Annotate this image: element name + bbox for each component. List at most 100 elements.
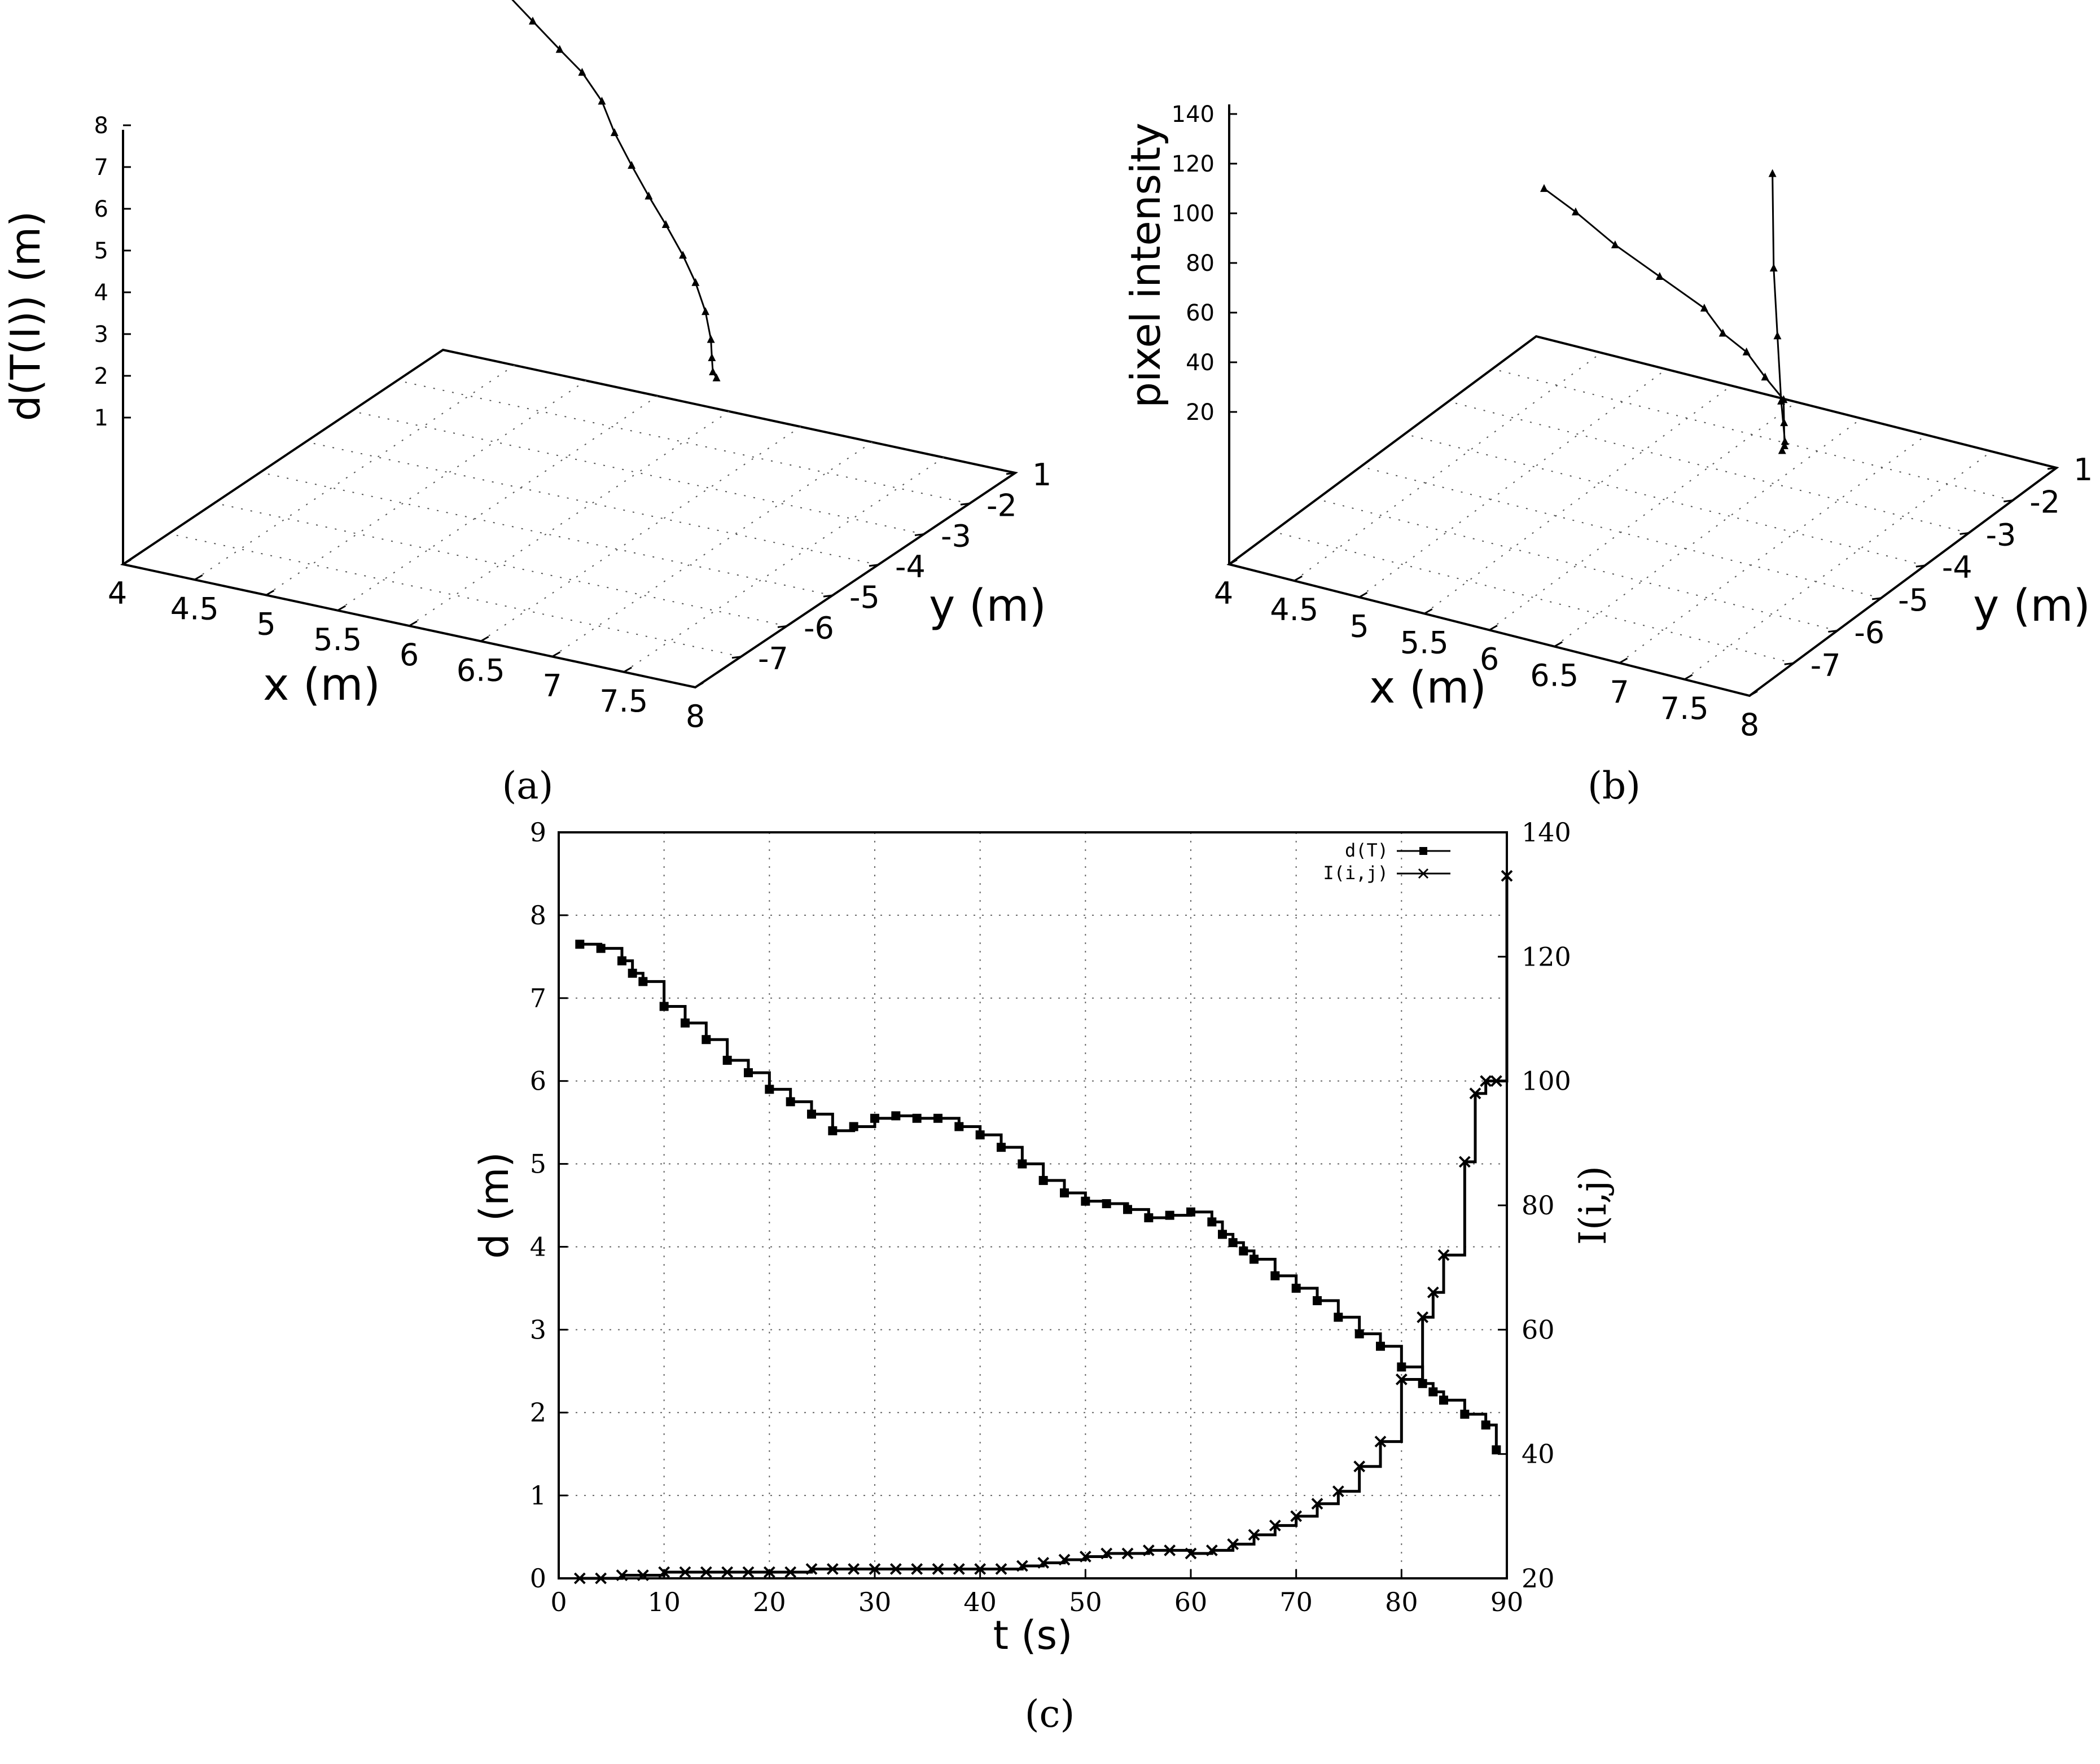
series-d-point xyxy=(617,956,626,966)
series-d-point xyxy=(1144,1213,1154,1223)
series-d-point xyxy=(1018,1159,1027,1169)
series-I-point xyxy=(1058,1554,1071,1566)
series-I-point xyxy=(1290,1510,1303,1522)
x-axis-title: x (m) xyxy=(1369,662,1487,713)
y-tick-mark xyxy=(1915,564,1926,568)
y-tick-mark xyxy=(2003,499,2013,503)
z-tick-label: 8 xyxy=(94,113,108,139)
x-tick-mark xyxy=(480,635,489,642)
x-tick-label: 5 xyxy=(1349,608,1369,644)
grid-line-y xyxy=(351,410,924,535)
series-I-point xyxy=(1374,1436,1387,1448)
y2-tick-label: 120 xyxy=(1522,941,1571,972)
series-point xyxy=(578,68,586,76)
series-d-point xyxy=(638,977,648,986)
x-tick-mark xyxy=(122,559,131,565)
series-point xyxy=(645,191,653,200)
y-tick-mark xyxy=(914,533,924,537)
series-d-point xyxy=(1460,1410,1470,1419)
y-tick-mark xyxy=(1871,597,1882,600)
series-I-point xyxy=(974,1563,987,1575)
y-tick-label: -6 xyxy=(804,610,834,646)
x-tick-mark xyxy=(265,590,275,596)
series-d-point xyxy=(1165,1210,1174,1220)
x-tick-label: 4 xyxy=(1214,576,1233,611)
grid-line-y xyxy=(168,533,742,657)
series-line xyxy=(511,0,717,379)
x-tick-label: 8 xyxy=(1740,707,1759,743)
x-tick-mark xyxy=(1749,690,1758,697)
x-tick-mark xyxy=(1424,608,1433,615)
y-axis-title: y (m) xyxy=(929,581,1046,631)
series-d-line xyxy=(580,942,1498,1450)
y-tick-label: -3 xyxy=(1986,517,2016,552)
series-point xyxy=(707,335,715,343)
grid-line-y xyxy=(214,502,787,627)
series-d-point xyxy=(1313,1296,1322,1305)
series-point xyxy=(1718,328,1727,337)
series-I-point xyxy=(1501,870,1513,882)
y-tick-label: -2 xyxy=(987,488,1017,523)
y-tick-label: 9 xyxy=(530,817,546,848)
panel-b-3d-plot: 4 4.5 5 5.5 6 6.5 7 7.5 8 1 -2 -3 -4 -5 -6 -7 20 40 60 80 10… xyxy=(1122,102,2093,743)
series-point xyxy=(1773,331,1782,340)
series-d-point xyxy=(1481,1420,1490,1430)
x-tick-label: 7 xyxy=(1610,674,1629,710)
series-I-point xyxy=(889,1563,902,1575)
x-tick-label: 90 xyxy=(1490,1587,1524,1617)
panel-a-3d-plot: 4 4.5 5 5.5 6 6.5 7 7.5 8 1 -2 -3 -4 -5 -6 -7 1 2 3 4 5 6 7 8 x … xyxy=(2,0,1051,734)
x-tick-label: 7.5 xyxy=(1660,691,1709,726)
series-d-point xyxy=(954,1122,964,1131)
series-point xyxy=(1742,347,1751,356)
series-I-point xyxy=(1269,1519,1281,1532)
y-axis-title: y (m) xyxy=(1973,581,2090,631)
series-d-point xyxy=(1376,1341,1385,1351)
x-tick-mark xyxy=(695,682,704,688)
series-d-point xyxy=(702,1035,711,1045)
y-tick-label: -7 xyxy=(1810,647,1841,683)
series-d-point xyxy=(1102,1199,1111,1209)
series-I-point xyxy=(1332,1485,1344,1498)
x-tick-label: 4.5 xyxy=(1270,592,1318,628)
series-d-point xyxy=(628,968,637,978)
y2-tick-label: 20 xyxy=(1522,1563,1555,1594)
series-I-line xyxy=(580,876,1509,1580)
x-tick-mark xyxy=(1684,674,1693,681)
series-d-point xyxy=(596,944,606,953)
series-I-point xyxy=(1037,1557,1050,1569)
x-tick-label: 40 xyxy=(963,1587,997,1617)
y-tick-label: -2 xyxy=(2029,485,2060,520)
x-tick-mark xyxy=(194,574,203,581)
grid-line-y xyxy=(1448,401,1969,534)
series-point xyxy=(598,96,606,105)
x-tick-label: 20 xyxy=(753,1587,786,1617)
series-d-point xyxy=(1291,1283,1301,1293)
series-point xyxy=(1611,240,1619,248)
caption-a: (a) xyxy=(502,764,554,808)
series-I-point xyxy=(1101,1547,1113,1560)
series-I-point xyxy=(1185,1547,1197,1560)
grid-line-x xyxy=(623,457,944,673)
x-tick-label: 6 xyxy=(400,637,419,673)
series-point xyxy=(1777,396,1786,405)
y-tick-label: 2 xyxy=(530,1397,546,1428)
z-tick-label: 1 xyxy=(94,405,108,431)
series-point xyxy=(1780,418,1788,427)
series-I-point xyxy=(1142,1544,1155,1556)
x-tick-label: 5 xyxy=(256,607,275,642)
y-tick-label: 1 xyxy=(1032,457,1051,493)
series-I-point xyxy=(784,1566,797,1578)
z-tick-label: 6 xyxy=(94,196,108,222)
series-d-point xyxy=(1123,1205,1132,1214)
series-I-point xyxy=(932,1563,944,1575)
series-d-point xyxy=(765,1085,774,1094)
series-I-point xyxy=(911,1563,923,1575)
y-tick-label: 1 xyxy=(2073,452,2093,488)
grid-line-y xyxy=(260,472,833,596)
series-d-point xyxy=(1060,1188,1069,1197)
series-d-point xyxy=(997,1143,1006,1152)
series-d-point xyxy=(1428,1387,1438,1397)
y2-tick-label: 100 xyxy=(1522,1066,1571,1096)
x-tick-mark xyxy=(337,605,346,612)
legend-marker-d xyxy=(1419,847,1427,855)
